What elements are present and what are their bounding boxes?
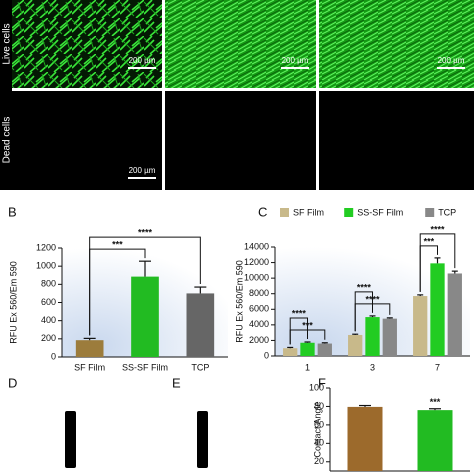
bar — [347, 406, 383, 471]
panel-label: C — [258, 204, 267, 219]
y-tick-label: 10000 — [244, 273, 269, 283]
sig-bracket — [89, 236, 201, 336]
y-axis-label: Contact Angle — [312, 401, 322, 457]
legend-swatch — [425, 208, 435, 217]
dead-image — [165, 91, 316, 190]
scale-bars: 200 µm 200 µm 200 µm 200 µm — [128, 56, 465, 179]
label-strip — [0, 0, 12, 190]
panel-label: E — [172, 375, 181, 390]
y-tick-label: 0 — [51, 351, 56, 361]
live-image — [165, 0, 316, 88]
dead-image — [12, 91, 162, 190]
bar — [447, 273, 462, 356]
y-tick-label: 100 — [309, 382, 324, 392]
sig-label: **** — [138, 228, 153, 238]
y-tick-label: 40 — [314, 438, 324, 448]
x-tick-label: 3 — [370, 362, 375, 372]
y-tick-label: 1200 — [36, 242, 56, 252]
x-tick-label: SS-SF Film — [122, 362, 168, 372]
row-label: Dead cells — [2, 117, 13, 164]
bar — [413, 296, 428, 356]
sig-bracket — [354, 291, 373, 332]
y-tick-label: 800 — [41, 279, 56, 289]
scale-text: 200 µm — [438, 56, 465, 65]
bar — [417, 410, 453, 471]
row-label: Live cells — [2, 23, 13, 64]
panel-label: B — [8, 204, 17, 219]
legend-swatch — [344, 208, 354, 217]
sample-photo — [65, 411, 76, 468]
scale-text: 200 µm — [129, 56, 156, 65]
sig-bracket — [419, 233, 456, 292]
y-tick-label: 80 — [314, 401, 324, 411]
y-tick-label: 8000 — [249, 288, 269, 298]
sig-label: **** — [292, 308, 307, 318]
y-tick-label: 14000 — [244, 241, 269, 251]
sig-bracket — [289, 317, 308, 345]
bar — [348, 334, 363, 356]
bar — [317, 343, 332, 356]
bar — [186, 293, 215, 357]
y-tick-label: 1000 — [36, 261, 56, 271]
bar — [365, 317, 380, 356]
y-axis-label: RFU Ex 560/Em 590 — [234, 260, 244, 343]
live-image — [12, 0, 162, 88]
y-tick-label: 20 — [314, 456, 324, 466]
scale-text: 200 µm — [282, 56, 309, 65]
y-tick-label: 2000 — [249, 335, 269, 345]
legend-label: SF Film — [293, 207, 324, 217]
bar — [131, 276, 159, 357]
bar — [382, 318, 397, 356]
dead-image — [319, 91, 474, 190]
panel-label: F — [318, 375, 326, 390]
x-tick-label: TCP — [191, 362, 209, 372]
live-image — [319, 0, 474, 88]
x-tick-label: 1 — [305, 362, 310, 372]
bar — [75, 340, 104, 357]
y-axis-label: RFU Ex 560/Em 590 — [8, 261, 18, 344]
sig-label: *** — [112, 240, 123, 250]
panel-label: D — [8, 375, 17, 390]
sample-photo — [197, 411, 208, 468]
bar — [283, 348, 298, 356]
bar — [430, 263, 445, 356]
sig-label: **** — [357, 282, 372, 292]
sig-label: *** — [424, 236, 435, 246]
bar — [300, 342, 315, 356]
micrographs: Live cells Dead cells 200 µm 200 µm 200 … — [0, 0, 474, 190]
legend-label: TCP — [438, 207, 456, 217]
y-tick-label: 4000 — [249, 319, 269, 329]
y-tick-label: 600 — [41, 297, 56, 307]
y-tick-label: 400 — [41, 315, 56, 325]
sig-label: *** — [430, 397, 441, 407]
y-tick-label: 6000 — [249, 304, 269, 314]
legend-label: SS-SF Film — [357, 207, 403, 217]
y-tick-label: 60 — [314, 419, 324, 429]
legend-swatch — [280, 208, 289, 217]
x-tick-label: 7 — [435, 362, 440, 372]
sig-label: **** — [430, 224, 445, 234]
scale-text: 200 µm — [129, 166, 156, 175]
y-tick-label: 12000 — [244, 257, 269, 267]
x-tick-label: SF Film — [74, 362, 105, 372]
y-tick-label: 200 — [41, 333, 56, 343]
y-tick-label: 0 — [264, 350, 269, 360]
